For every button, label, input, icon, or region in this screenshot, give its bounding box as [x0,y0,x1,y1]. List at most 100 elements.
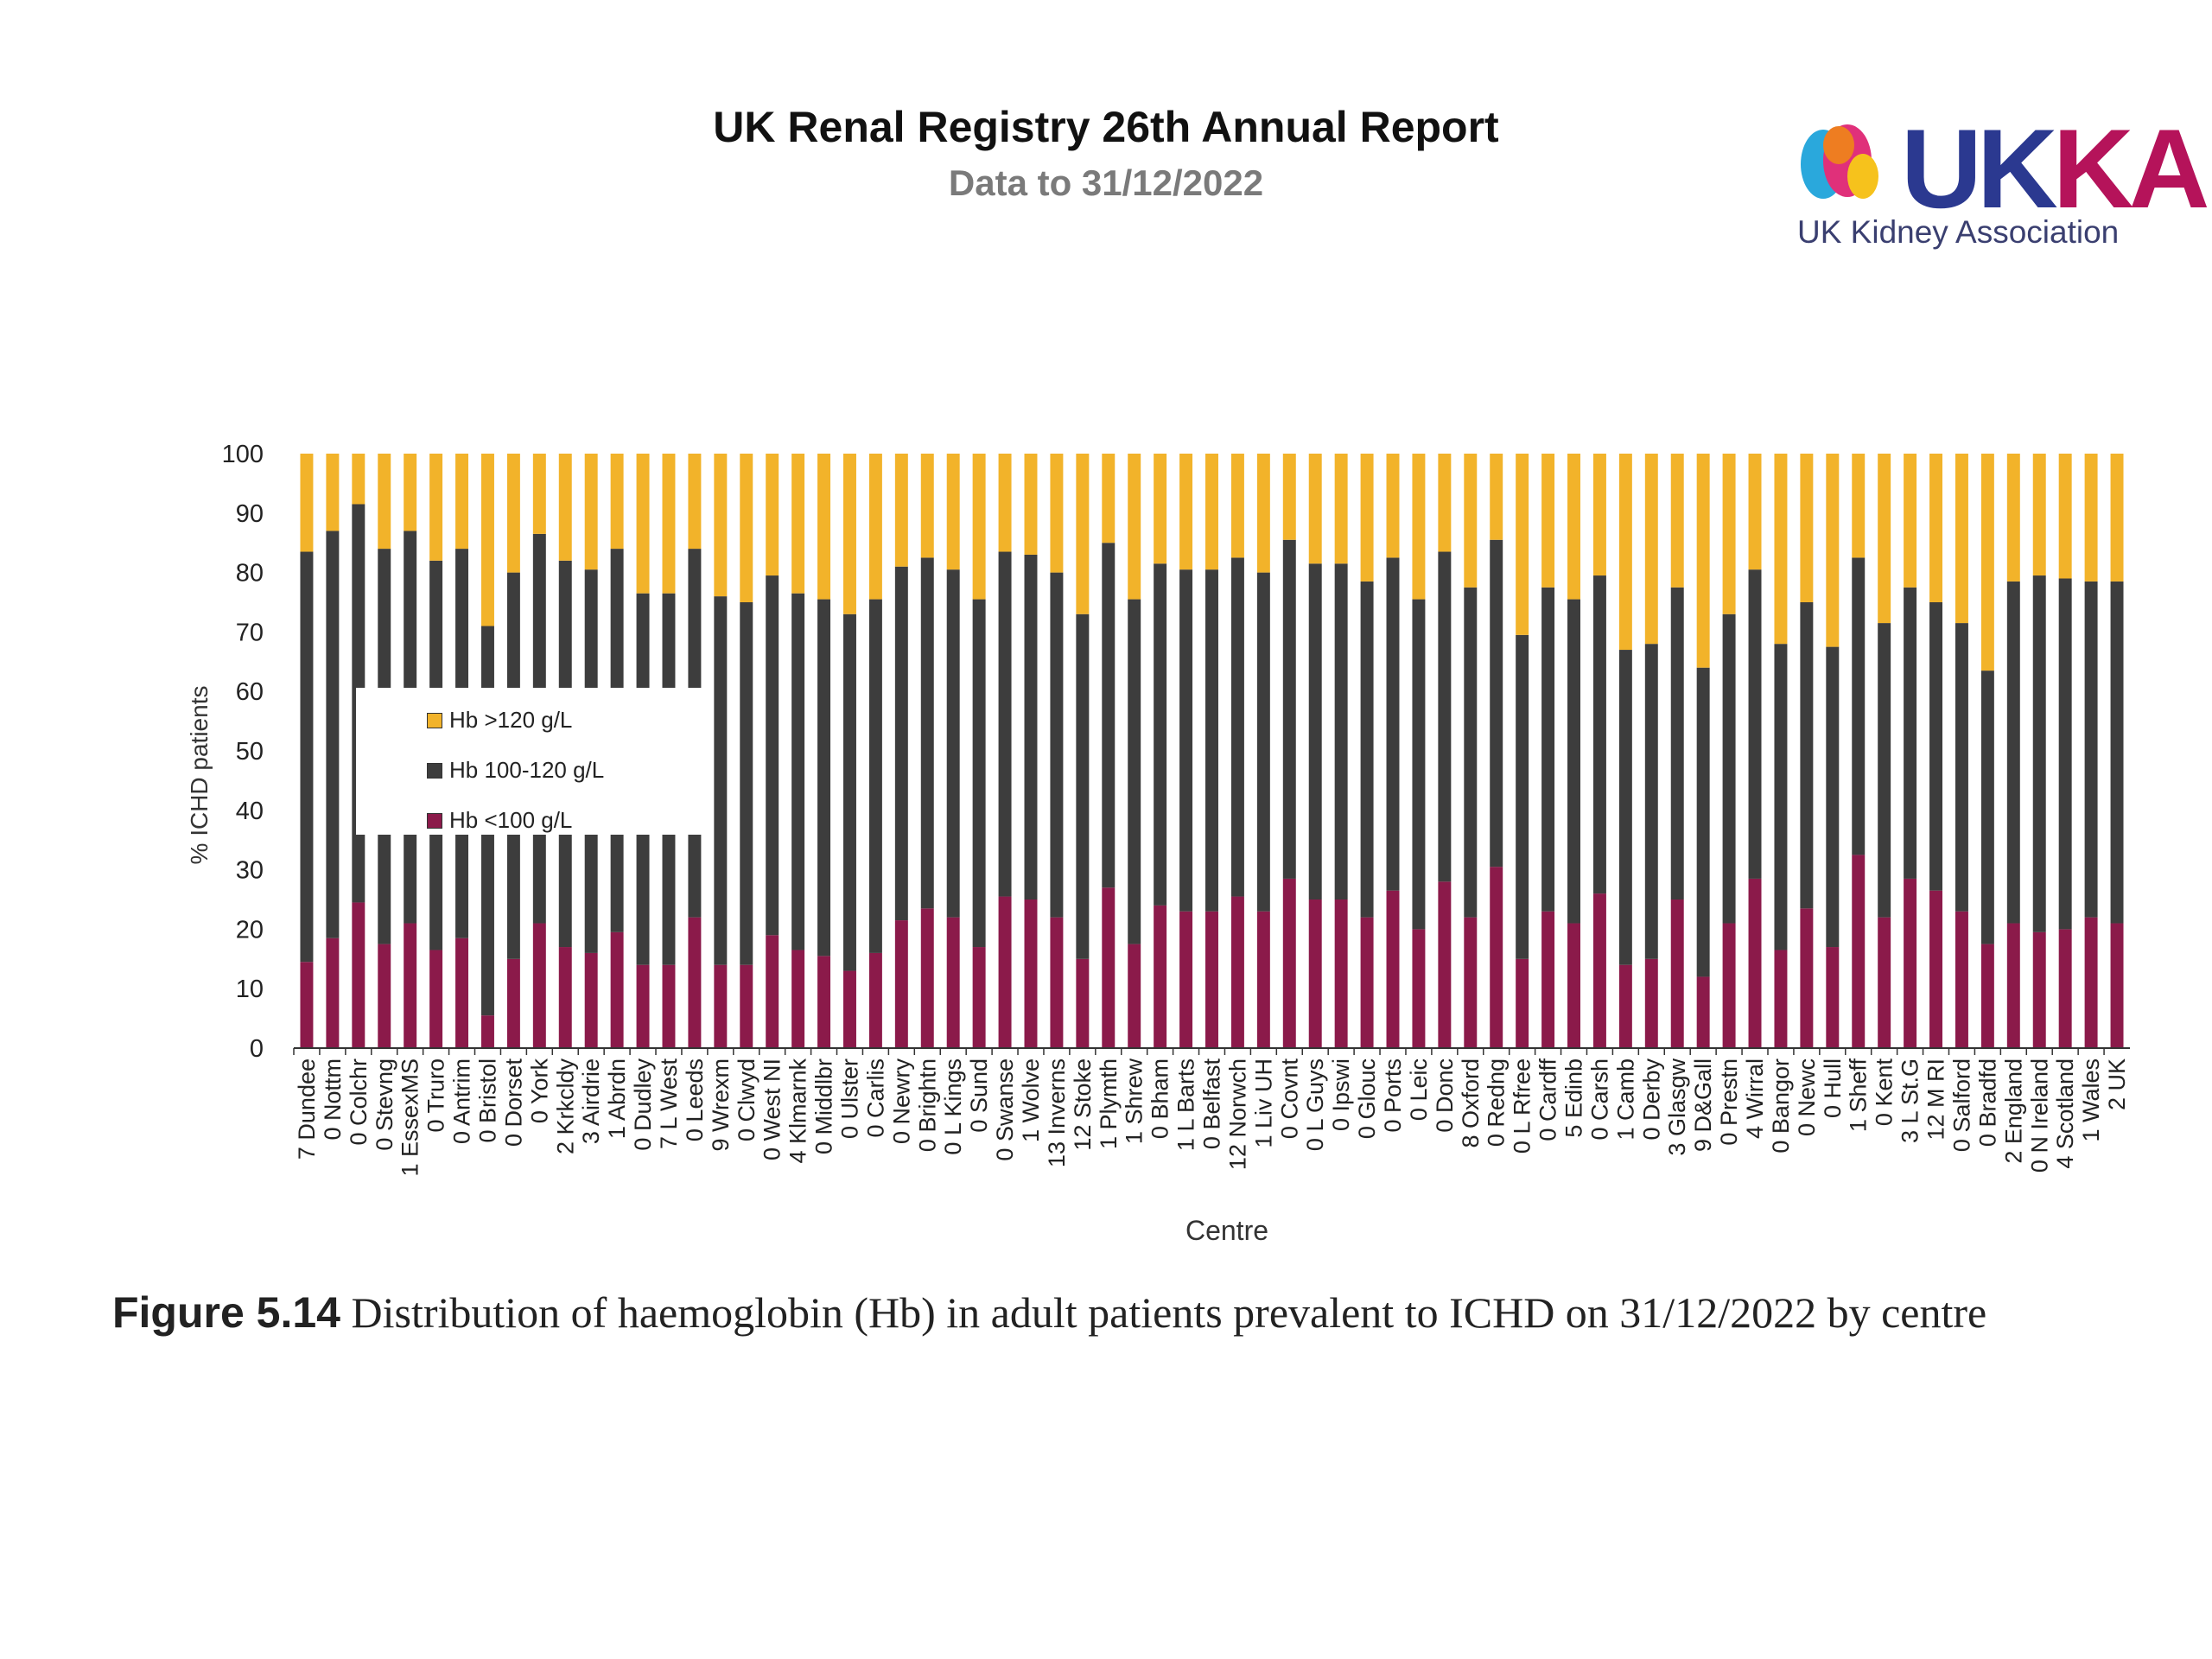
x-tick-label-15: 0 Leeds [682,1058,708,1141]
ukka-logo: UKKA UK Kidney Association [1789,112,2210,259]
x-tick-label-38: 0 Covnt [1276,1058,1302,1140]
bar-segment-high-59 [1826,454,1840,647]
x-tick-label-39: 0 L Guys [1302,1058,1328,1151]
bar-segment-mid-1 [326,531,340,938]
y-tick-label-0: 0 [250,1035,264,1063]
bar-segment-low-16 [714,964,728,1048]
bar-segment-high-50 [1592,454,1606,576]
bar-segment-low-17 [740,964,753,1048]
x-tick-label-5: 0 Truro [423,1058,449,1133]
x-tick-label-36: 12 Norwch [1224,1058,1250,1170]
bar-segment-high-57 [1774,454,1788,645]
x-tick-label-26: 0 Sund [966,1058,992,1133]
bar-segment-mid-43 [1412,599,1426,930]
bar-segment-low-59 [1826,947,1840,1048]
bar-segment-low-35 [1205,911,1218,1048]
bar-segment-low-24 [920,908,934,1048]
bar-segment-high-66 [2006,454,2020,582]
bar-segment-high-37 [1256,454,1270,573]
bar-segment-mid-41 [1360,581,1374,918]
bar-segment-mid-45 [1464,587,1478,918]
bar-segment-mid-62 [1904,587,1917,879]
bar-segment-mid-59 [1826,646,1840,948]
bar-segment-mid-66 [2006,581,2020,924]
bar-segment-low-34 [1179,911,1193,1048]
report-subtitle: Data to 31/12/2022 [948,162,1264,203]
bar-segment-high-5 [429,454,443,561]
bar-segment-high-42 [1386,454,1400,558]
bar-segment-mid-39 [1308,563,1322,899]
bar-segment-low-8 [506,958,520,1048]
bar-segment-high-36 [1230,454,1244,558]
x-tick-label-0: 7 Dundee [294,1058,320,1160]
bar-segment-low-22 [868,952,882,1048]
bar-segment-high-28 [1024,454,1038,555]
bar-segment-mid-24 [920,557,934,909]
report-title: UK Renal Registry 26th Annual Report [713,103,1499,151]
bar-segment-low-4 [404,923,417,1048]
bar-segment-high-61 [1878,454,1891,624]
bar-segment-low-68 [2058,929,2072,1048]
x-tick-label-55: 0 Prestn [1716,1058,1742,1146]
bar-segment-high-6 [455,454,469,550]
figure-caption: Figure 5.14 Distribution of haemoglobin … [112,1287,2126,1338]
bar-segment-mid-49 [1567,599,1580,924]
x-tick-label-27: 0 Swanse [992,1058,1018,1161]
bar-segment-mid-17 [740,602,753,965]
bar-segment-low-48 [1541,911,1555,1048]
bar-segment-mid-0 [300,551,314,963]
y-tick-label-5: 50 [236,738,264,766]
x-tick-label-35: 0 Belfast [1199,1058,1225,1150]
x-tick-label-37: 1 Liv UH [1250,1058,1276,1148]
bar-segment-mid-53 [1670,587,1684,899]
bar-segment-mid-37 [1256,572,1270,912]
x-tick-label-10: 2 Krkcldy [552,1058,578,1155]
bar-segment-low-42 [1386,890,1400,1048]
x-tick-label-9: 0 York [526,1058,552,1124]
bar-segment-high-54 [1696,454,1710,668]
bar-segment-high-7 [480,454,494,626]
bar-segment-mid-56 [1748,569,1762,879]
legend-item-mid: Hb 100-120 g/L [427,757,604,784]
bar-segment-mid-36 [1230,557,1244,897]
x-tick-label-47: 0 L Rfree [1510,1058,1535,1154]
bar-segment-low-37 [1256,911,1270,1048]
bar-segment-mid-42 [1386,557,1400,891]
x-tick-label-21: 0 Ulster [836,1058,862,1139]
bar-segment-mid-58 [1800,602,1814,909]
bar-segment-low-61 [1878,917,1891,1048]
bar-segment-high-38 [1282,454,1296,540]
bar-segment-low-39 [1308,899,1322,1048]
x-tick-label-11: 3 Airdrie [578,1058,604,1144]
bar-segment-high-51 [1618,454,1632,651]
x-tick-label-32: 1 Shrew [1122,1058,1147,1145]
x-tick-label-34: 1 L Barts [1173,1058,1199,1151]
bar-segment-mid-22 [868,599,882,953]
y-tick-label-6: 60 [236,678,264,706]
bar-segment-high-32 [1128,454,1141,600]
bar-segment-high-29 [1050,454,1064,573]
x-tick-label-13: 0 Dudley [630,1058,656,1151]
bar-segment-high-18 [766,454,779,576]
bar-segment-high-2 [352,454,365,505]
x-tick-label-24: 0 Brightn [914,1058,940,1152]
bar-segment-low-2 [352,902,365,1048]
x-tick-label-20: 0 Middlbr [811,1058,837,1154]
bar-segment-mid-34 [1179,569,1193,912]
bar-segment-low-31 [1102,887,1116,1048]
logo-wordmark: UKKA [1901,105,2210,232]
bar-segment-mid-55 [1722,613,1736,924]
bar-segment-low-19 [791,950,805,1048]
y-tick-label-4: 40 [236,798,264,825]
bar-segment-high-34 [1179,454,1193,570]
legend-swatch-low [427,812,442,829]
bar-segment-mid-26 [972,599,986,948]
x-tick-label-33: 0 Bham [1147,1058,1173,1139]
bar-segment-mid-27 [998,551,1012,897]
x-tick-label-48: 0 Cardff [1535,1058,1561,1141]
x-tick-label-59: 0 Hull [1820,1058,1846,1118]
bar-segment-low-1 [326,938,340,1048]
bar-segment-mid-68 [2058,578,2072,930]
bar-segment-high-48 [1541,454,1555,588]
